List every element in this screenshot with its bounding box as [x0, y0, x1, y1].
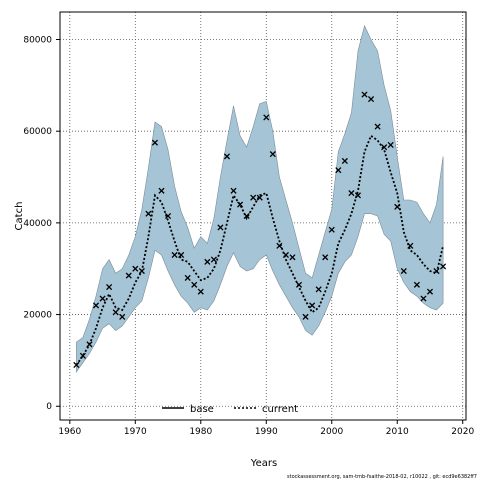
x-axis-ticks: 1960 1970 1980 1990 2000 2010 2020 [58, 420, 474, 437]
observed-point [106, 283, 113, 291]
observed-point [315, 286, 322, 293]
observed-point [79, 352, 86, 359]
observed-point [387, 141, 394, 149]
observed-point [112, 309, 119, 316]
observed-point [217, 224, 224, 231]
observed-point [348, 190, 355, 197]
y-tick-label: 40000 [23, 219, 52, 229]
observed-point [407, 242, 414, 249]
confidence-band [76, 24, 444, 373]
footer-text: stockassessment.org, sam-tmb-fsaithe-201… [287, 474, 477, 480]
observed-point [86, 341, 93, 348]
legend-label-current: current [262, 404, 298, 415]
observed-point [440, 263, 447, 270]
observed-point [302, 313, 309, 320]
x-tick-label: 1960 [58, 427, 81, 437]
observed-point [145, 210, 152, 217]
observed-point [191, 281, 198, 288]
observed-point [289, 254, 296, 261]
observed-point [282, 251, 289, 259]
observed-point [132, 265, 139, 272]
y-tick-label: 60000 [23, 127, 52, 137]
observed-point [354, 192, 362, 199]
observed-point [164, 212, 172, 220]
x-tick-label: 1990 [255, 427, 278, 437]
observed-point [204, 258, 211, 265]
observed-point [73, 361, 80, 369]
observed-point [92, 302, 100, 309]
observed-point [125, 272, 132, 279]
observed-point [250, 194, 257, 201]
observed-point [381, 144, 388, 151]
observed-point [151, 139, 159, 146]
observed-point [341, 157, 348, 165]
observed-point [269, 151, 276, 158]
plot-frame [59, 11, 467, 421]
observed-point [276, 242, 283, 249]
x-tick-label: 2010 [386, 427, 409, 437]
observed-point [263, 114, 270, 121]
observed-point [99, 295, 106, 302]
y-axis-ticks: 0 20000 40000 60000 80000 [23, 36, 60, 412]
observed-point [328, 226, 335, 233]
observed-point [426, 288, 434, 295]
observed-point [184, 274, 191, 281]
x-tick-label: 1980 [189, 427, 212, 437]
y-axis-label: Catch [14, 202, 25, 231]
observed-point [413, 281, 420, 288]
observed-point [433, 267, 440, 275]
observed-point [119, 313, 126, 320]
x-axis-label: Years [250, 458, 277, 469]
observed-point [374, 123, 381, 130]
x-tick-label: 2020 [451, 427, 474, 437]
y-tick-label: 0 [46, 402, 52, 412]
observed-point [223, 153, 231, 160]
observed-point [256, 194, 263, 201]
observed-point [361, 91, 368, 98]
observed-point [171, 251, 178, 259]
x-tick-label: 2000 [320, 427, 343, 437]
observed-point [237, 201, 244, 208]
observed-point [158, 187, 165, 194]
legend-label-base: base [190, 404, 214, 415]
observed-point [210, 256, 217, 263]
observed-point [367, 96, 375, 103]
y-tick-label: 80000 [23, 36, 52, 46]
observed-point [400, 267, 407, 275]
observed-points [73, 91, 447, 369]
observed-point [309, 302, 316, 309]
observed-point [335, 167, 342, 174]
x-tick-label: 1970 [124, 427, 147, 437]
observed-point [420, 295, 427, 302]
observed-point [197, 288, 204, 295]
legend: base current [162, 404, 298, 415]
fit-line-current [75, 134, 444, 366]
observed-point [230, 187, 237, 194]
observed-point [138, 267, 145, 275]
observed-point [295, 281, 303, 288]
observed-point [243, 212, 250, 220]
observed-point [394, 203, 401, 210]
y-tick-label: 20000 [23, 311, 52, 321]
observed-point [322, 254, 329, 261]
observed-point [178, 251, 185, 259]
